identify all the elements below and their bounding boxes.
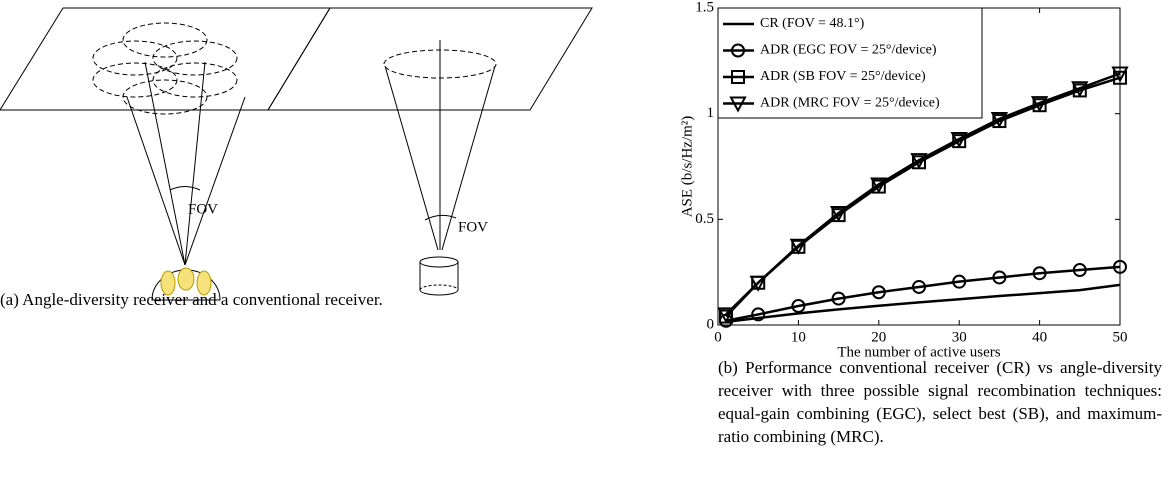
- y-tick-label: 0: [707, 316, 715, 332]
- series-line: [725, 283, 1121, 324]
- x-tick-label: 0: [714, 329, 722, 345]
- fov-label: FOV: [458, 219, 488, 235]
- marker: [1113, 70, 1127, 85]
- x-tick-label: 20: [871, 329, 886, 345]
- marker: [952, 274, 967, 289]
- plane: [267, 7, 593, 111]
- marker: [749, 275, 767, 292]
- legend-label: ADR (MRC FOV = 25°/device): [760, 96, 940, 111]
- marker: [870, 177, 888, 194]
- marker: [829, 205, 848, 223]
- marker: [1113, 259, 1127, 274]
- legend-marker: [731, 43, 745, 58]
- marker: [831, 291, 846, 306]
- marker: [912, 279, 926, 294]
- diagram: [0, 7, 593, 301]
- marker: [1111, 66, 1129, 83]
- legend-label: ADR (SB FOV = 25°/device): [760, 69, 926, 84]
- marker: [990, 111, 1009, 129]
- caption: (b) Performance conventional receiver (C…: [718, 358, 1162, 446]
- series-line: [725, 72, 1121, 316]
- y-tick-label: 0.5: [695, 211, 714, 227]
- legend: CR (FOV = 48.1°) ADR (EGC FOV = 25°/devic…: [717, 7, 983, 119]
- x-tick-label: 30: [952, 329, 967, 345]
- y-tick-label: 1.5: [695, 0, 714, 15]
- marker: [1030, 96, 1049, 113]
- marker: [1032, 266, 1047, 281]
- dashed-footprints: [92, 22, 497, 115]
- series-line: [725, 265, 1121, 322]
- x-tick-label: 40: [1032, 329, 1047, 345]
- legend-marker: [729, 96, 747, 113]
- x-tick-label: 10: [791, 329, 806, 345]
- legend-box: [717, 7, 983, 119]
- marker: [1072, 263, 1087, 278]
- x-axis-label: The number of active users: [837, 344, 1000, 360]
- caption: (a) Angle-diversity receiver and a conve…: [0, 290, 383, 309]
- marker: [789, 238, 808, 255]
- marker: [791, 298, 806, 313]
- legend-label: CR (FOV = 48.1°): [760, 16, 865, 31]
- marker: [950, 132, 968, 149]
- marker: [751, 307, 766, 322]
- marker: [992, 270, 1007, 285]
- legend-label: ADR (EGC FOV = 25°/device): [760, 43, 937, 58]
- y-axis-label: ASE (b/s/Hz/m²): [679, 116, 695, 218]
- marker: [910, 153, 928, 170]
- marker: [871, 285, 886, 300]
- marker: [1071, 81, 1089, 98]
- x-tick-label: 50: [1113, 329, 1128, 345]
- y-tick-label: 1: [707, 105, 715, 121]
- legend-marker: [731, 70, 745, 84]
- fov-label: FOV: [188, 201, 218, 217]
- marker: [717, 307, 735, 324]
